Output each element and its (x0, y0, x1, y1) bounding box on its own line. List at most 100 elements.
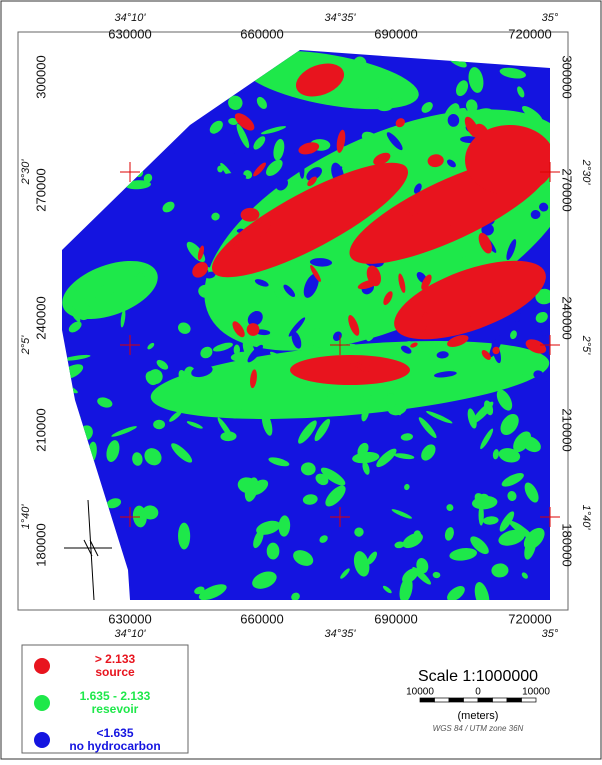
blob (353, 551, 370, 577)
x-tick-label: 720000 (508, 26, 551, 41)
blob (186, 421, 203, 429)
blob (426, 411, 453, 424)
blob (458, 344, 485, 364)
blob (481, 350, 491, 360)
blob (533, 370, 544, 379)
blob (511, 360, 528, 376)
blob (353, 56, 367, 70)
blob (311, 327, 324, 348)
legend-swatch (34, 658, 50, 674)
blob (247, 344, 263, 363)
blob (303, 273, 319, 298)
blob (266, 159, 283, 176)
blob (300, 462, 316, 476)
blob (261, 411, 273, 436)
blob (413, 183, 422, 194)
blob (256, 96, 267, 109)
blob (72, 100, 77, 109)
blob (447, 113, 460, 127)
y-degree-label: 1°40' (580, 505, 592, 531)
blob (501, 473, 524, 487)
blob (94, 280, 120, 300)
blob (298, 420, 317, 444)
blob (306, 167, 322, 181)
blob (362, 461, 370, 475)
blob (286, 287, 305, 310)
blob (449, 548, 478, 561)
blob (506, 239, 517, 261)
blob (482, 516, 499, 525)
blob (394, 453, 415, 460)
blob (337, 145, 361, 166)
blob (336, 129, 346, 153)
x-degree-label: 35° (542, 12, 559, 24)
blob (509, 520, 533, 539)
blob (310, 265, 321, 282)
legend-label: 1.635 - 2.133 (80, 689, 151, 703)
blob (394, 260, 546, 340)
blob (367, 551, 378, 565)
map-frame (17, 31, 569, 611)
blob (314, 418, 331, 442)
blob (232, 321, 245, 338)
blob (530, 210, 541, 220)
blob (434, 371, 457, 378)
blob (68, 305, 81, 323)
blob (198, 284, 214, 298)
blob (302, 494, 318, 505)
blob (472, 401, 494, 424)
blob (120, 309, 126, 328)
blob (147, 369, 163, 385)
scale-bar: Scale 1:1000000 10000 0 10000 (meters) WGS 84… (406, 668, 550, 733)
blob (450, 305, 475, 318)
blob (62, 354, 91, 361)
blob (376, 448, 397, 468)
y-tick-label: 210000 (33, 408, 48, 451)
blob (62, 551, 65, 563)
blob (436, 351, 449, 359)
blob (357, 442, 369, 457)
blob (75, 282, 84, 303)
blob (498, 529, 525, 546)
scale-title: Scale 1:1000000 (418, 668, 538, 685)
blob (295, 63, 345, 97)
blob (200, 346, 213, 359)
blob (357, 279, 379, 290)
blob (499, 511, 515, 532)
blob (431, 221, 454, 232)
blob (510, 330, 517, 340)
blob (447, 335, 469, 347)
blob (153, 419, 166, 430)
y-tick-label: 180000 (560, 523, 575, 566)
blob (466, 99, 478, 113)
scale-segment (521, 697, 537, 703)
blob (62, 590, 72, 600)
blob (199, 594, 206, 600)
blob (273, 138, 285, 161)
blob (269, 351, 289, 364)
blob (373, 152, 391, 166)
blob (162, 201, 175, 213)
blob (171, 443, 193, 463)
blob (360, 75, 377, 83)
blob (362, 299, 375, 326)
blob (62, 387, 68, 399)
blob (227, 146, 238, 154)
blob (288, 317, 306, 337)
blob (492, 449, 499, 460)
legend-description: source (95, 665, 135, 679)
blob (211, 212, 220, 221)
blob (382, 585, 392, 594)
x-degree-label: 34°10' (115, 628, 147, 640)
scale-unit: (meters) (458, 710, 499, 722)
blob (278, 515, 291, 537)
blob (513, 431, 532, 453)
blob (468, 67, 484, 93)
blob (221, 173, 247, 181)
scale-segment (419, 697, 435, 703)
blob (525, 357, 544, 373)
blob (394, 541, 405, 549)
blob (307, 176, 317, 187)
blob (374, 96, 395, 112)
blob (405, 210, 420, 217)
